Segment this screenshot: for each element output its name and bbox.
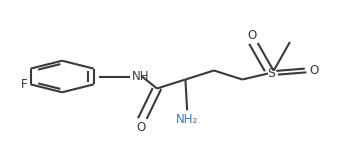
Text: S: S [267,67,275,80]
Text: F: F [21,78,28,91]
Text: O: O [136,121,145,134]
Text: NH: NH [132,70,149,83]
Text: NH₂: NH₂ [176,113,198,126]
Text: O: O [309,64,318,77]
Text: O: O [247,29,256,42]
